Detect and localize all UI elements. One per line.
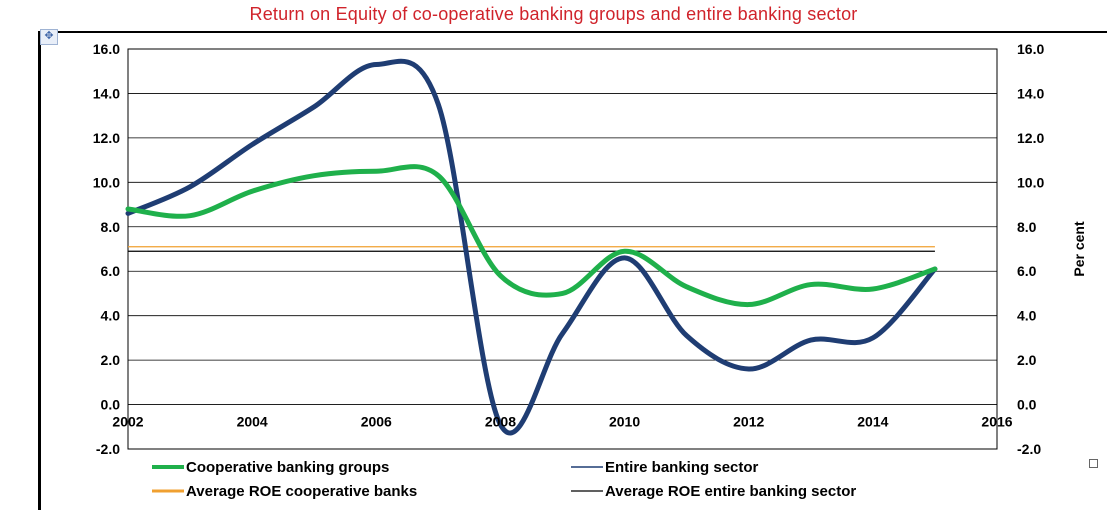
y-tick-label-right: 6.0 [1017, 263, 1037, 279]
frame-top-border [38, 31, 1107, 33]
x-tick-label: 2002 [112, 414, 143, 430]
y-tick-label-right: 16.0 [1017, 41, 1044, 57]
move-handle-icon[interactable]: ✥ [40, 29, 58, 45]
y-tick-label-right: 2.0 [1017, 352, 1037, 368]
y-tick-label-left: 4.0 [101, 308, 121, 324]
y-tick-label-left: 12.0 [93, 130, 120, 146]
frame-left-border [38, 32, 41, 510]
y-tick-label-left: 6.0 [101, 263, 121, 279]
y-tick-label-left: 16.0 [93, 41, 120, 57]
y-tick-label-right: 10.0 [1017, 174, 1044, 190]
y-tick-label-right: 14.0 [1017, 85, 1044, 101]
series-layer [125, 58, 938, 436]
x-tick-label: 2012 [733, 414, 764, 430]
reference-lines [128, 246, 935, 252]
x-tick-label: 2016 [981, 414, 1012, 430]
resize-handle-icon[interactable] [1089, 459, 1098, 468]
y-tick-label-right: -2.0 [1017, 441, 1041, 457]
chart-title: Return on Equity of co-operative banking… [249, 4, 858, 24]
y-tick-label-left: 8.0 [101, 219, 121, 235]
legend-label: Entire banking sector [605, 459, 759, 476]
x-tick-label: 2010 [609, 414, 640, 430]
y-tick-label-left: -2.0 [96, 441, 120, 457]
series-entire-sector-line [125, 58, 938, 436]
y-tick-label-left: 2.0 [101, 352, 121, 368]
y-axis-label: Per cent [1071, 221, 1087, 277]
y-tick-label-right: 8.0 [1017, 219, 1037, 235]
legend: Cooperative banking groups Entire banking… [152, 459, 856, 500]
y-tick-label-left: 10.0 [93, 174, 120, 190]
grid-layer [127, 48, 998, 450]
x-tick-label: 2008 [485, 414, 516, 430]
series-cooperative-line [125, 164, 938, 308]
y-tick-label-right: 0.0 [1017, 397, 1037, 413]
y-tick-label-right: 4.0 [1017, 308, 1037, 324]
axis-layer: 16.0 16.0 14.0 14.0 12.0 12.0 10.0 10.0 8.0 8.0 6.… [93, 41, 1087, 457]
y-tick-label-left: 0.0 [101, 397, 121, 413]
x-tick-label: 2006 [361, 414, 392, 430]
legend-label: Average ROE entire banking sector [605, 483, 856, 500]
legend-label: Average ROE cooperative banks [186, 483, 417, 500]
y-tick-label-left: 14.0 [93, 85, 120, 101]
plot-border [127, 48, 998, 450]
legend-label: Cooperative banking groups [186, 459, 389, 476]
x-tick-label: 2004 [237, 414, 268, 430]
x-tick-label: 2014 [857, 414, 888, 430]
y-tick-label-right: 12.0 [1017, 130, 1044, 146]
